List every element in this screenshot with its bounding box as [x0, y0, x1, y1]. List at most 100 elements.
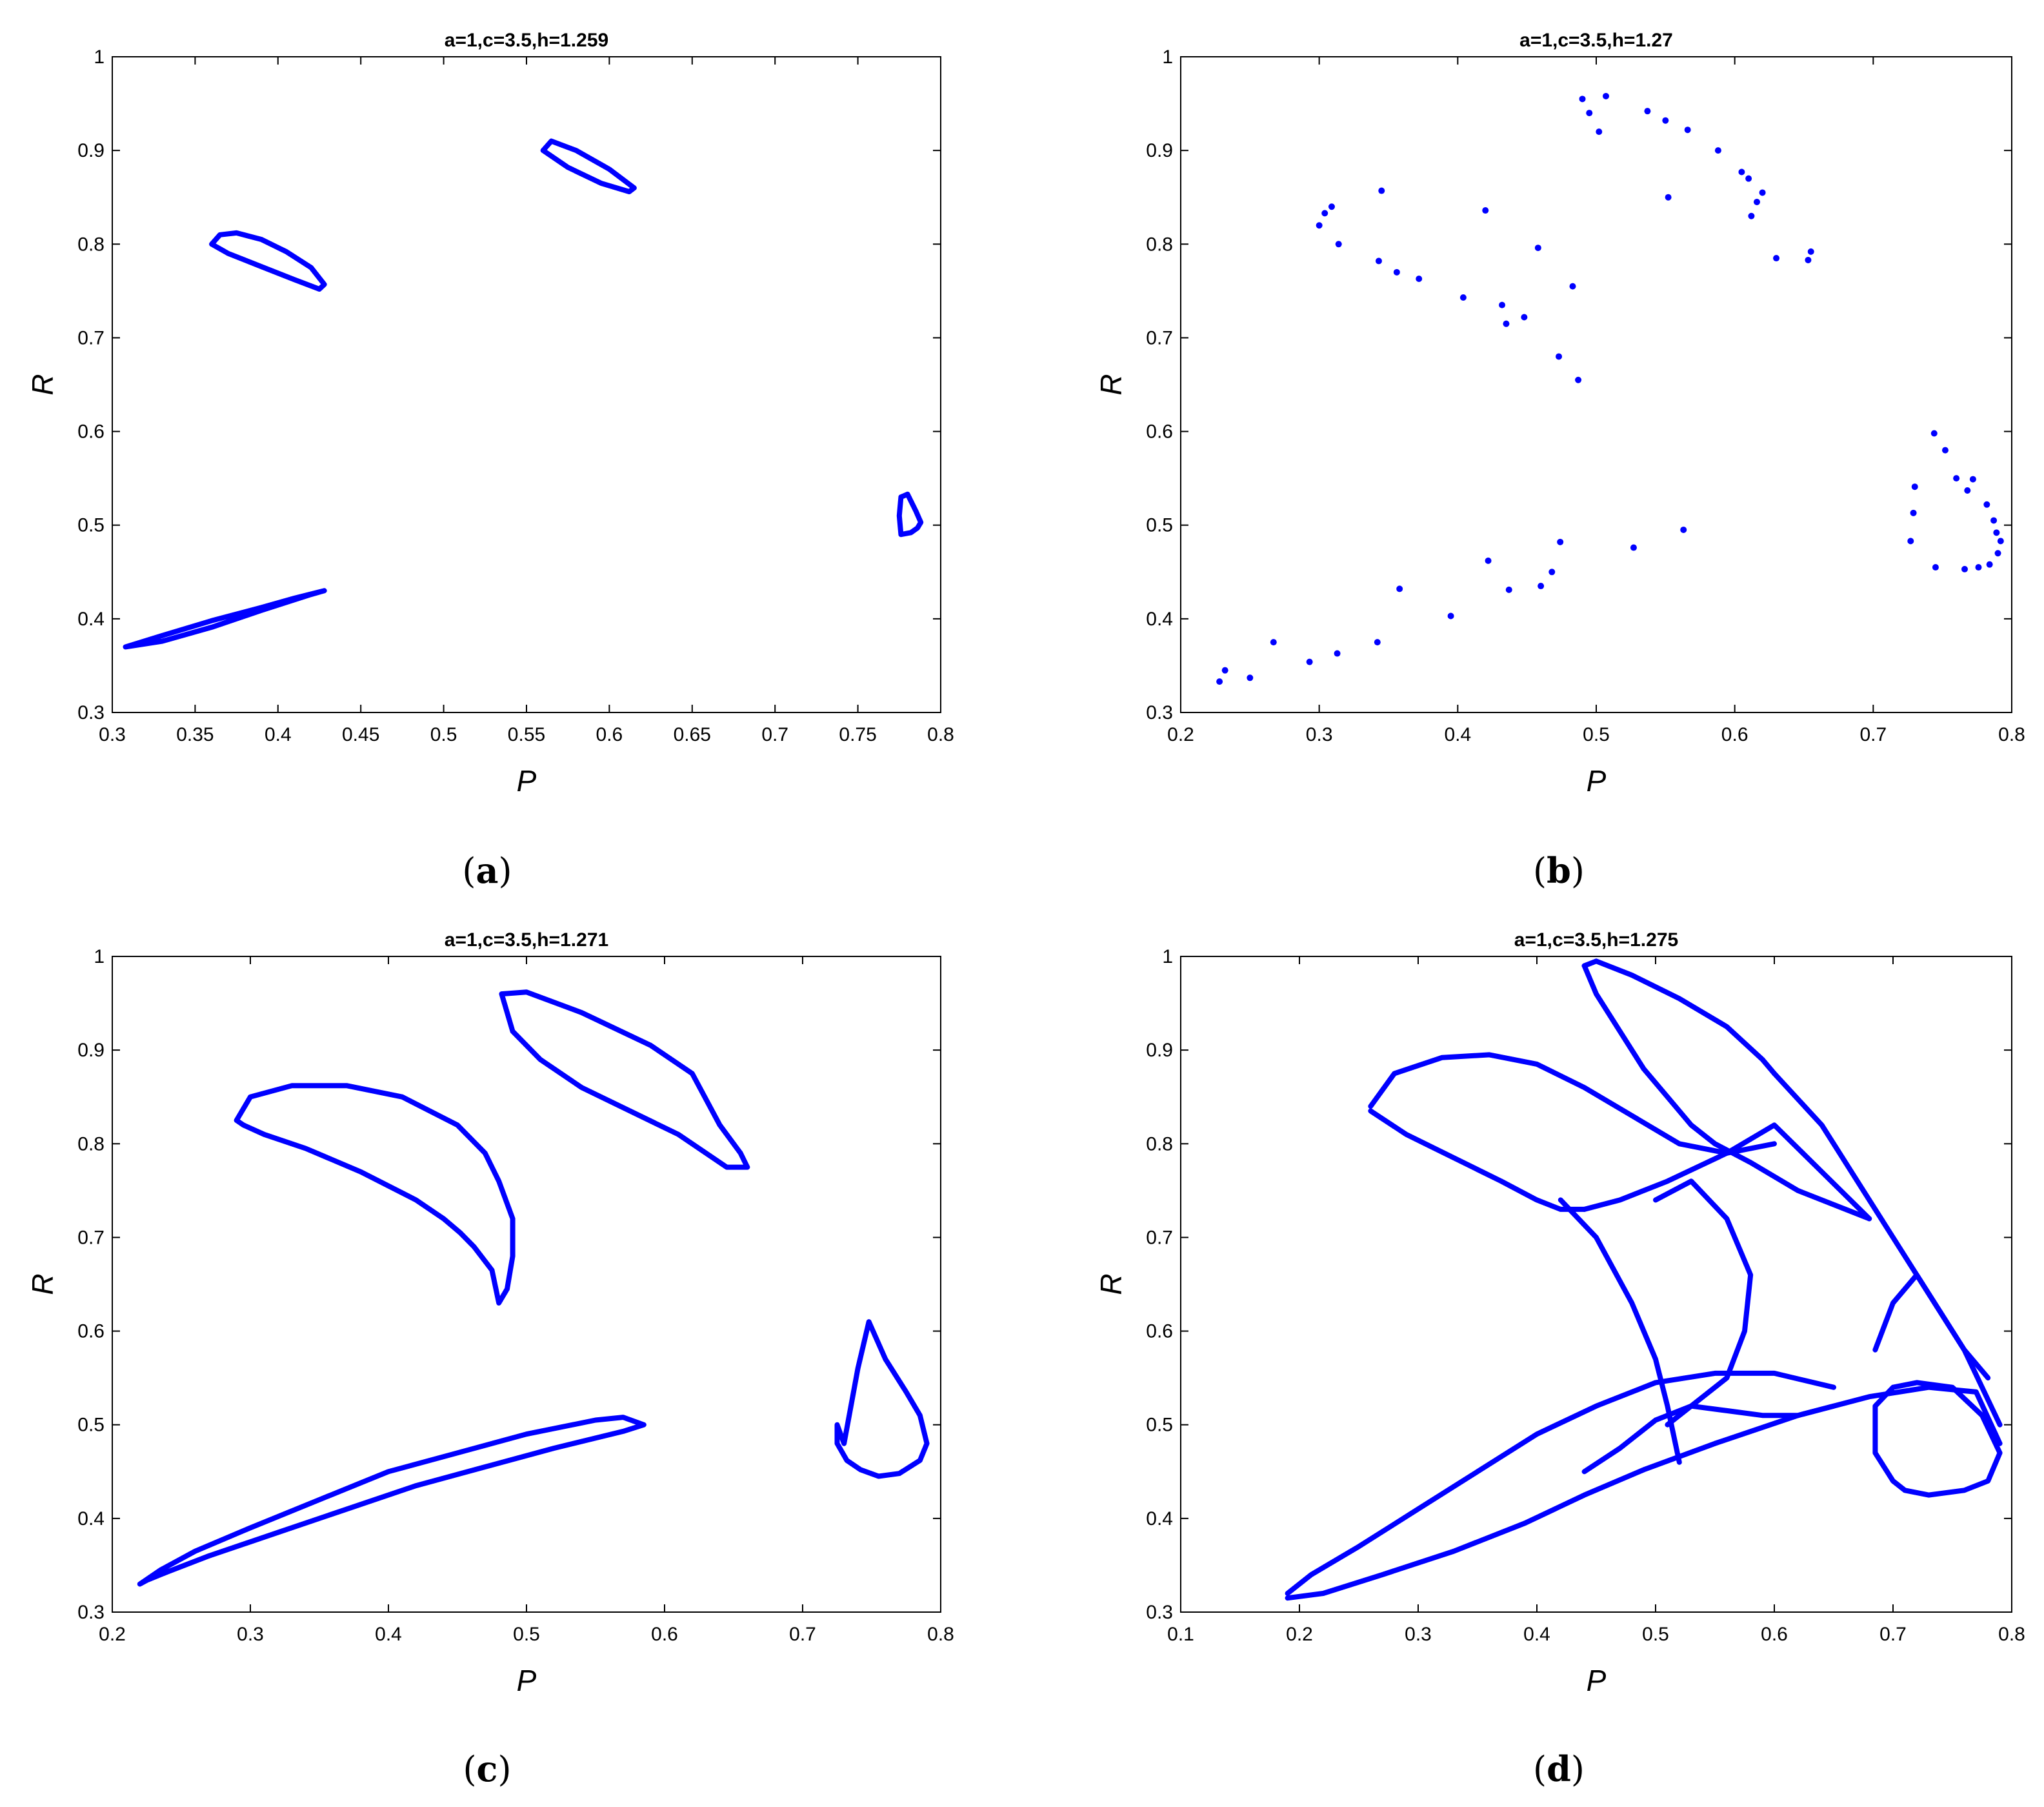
panel-a-title: a=1,c=3.5,h=1.259: [445, 30, 608, 51]
panel-b-data-point: [1321, 210, 1328, 217]
panel-b-data-point: [1538, 583, 1545, 590]
panel-b-data-point: [1773, 255, 1780, 262]
panel-b-data-point: [1328, 203, 1335, 210]
panel-a-orbit-curve-2: [209, 230, 327, 292]
panel-b-data-point: [1221, 667, 1228, 674]
panel-c-x-ticks: 0.2 0.3 0.4 0.5 0.6 0.7 0.8: [99, 956, 954, 1645]
panel-b-x-tick-label: 0.8: [1998, 724, 2025, 745]
panel-b-data-point: [1662, 117, 1669, 124]
panel-d-plot-area: [1180, 956, 2012, 1613]
panel-b-data-point: [1548, 569, 1556, 576]
panel-c-x-tick-label: 0.6: [651, 1624, 678, 1645]
panel-d-orbit-curve-1: [1285, 1384, 2003, 1601]
panel-b-data-point: [1969, 476, 1976, 483]
panel-a-x-tick-label: 0.4: [265, 724, 292, 745]
panel-b-data-point: [1907, 538, 1914, 545]
panel-a-y-tick-label: 0.5: [77, 515, 105, 536]
panel-a-x-tick-label: 0.65: [674, 724, 711, 745]
panel-b-data-point: [1270, 639, 1277, 646]
panel-b-y-tick-label: 0.9: [1146, 140, 1173, 161]
panel-b-data-point: [1714, 147, 1721, 154]
panel-d-orbit-curve-2: [1285, 1370, 1836, 1596]
panel-a-orbit-curve-4: [896, 491, 924, 538]
panel-d-orbit-curve-11: [1872, 1380, 2003, 1498]
panel-a-x-tick-label: 0.7: [761, 724, 788, 745]
panel-a-y-tick-label: 0.3: [77, 702, 105, 723]
panel-b-x-tick-label: 0.5: [1583, 724, 1610, 745]
panel-b-data-point: [1807, 248, 1814, 255]
panel-b: a=1,c=3.5,h=1.27 0.2 0.3 0.4 0.5 0.6 0.7 0.8 0…: [1094, 30, 2025, 891]
panel-b-letter-text: b: [1547, 850, 1571, 891]
panel-b-data-point: [1748, 212, 1755, 219]
panel-b-data-point: [1986, 561, 1993, 568]
panel-c-y-axis-label: R: [26, 1273, 59, 1295]
panel-c-y-tick-label: 0.8: [77, 1133, 105, 1155]
panel-a-orbit-curve-3: [540, 138, 637, 194]
panel-b-data-point: [1306, 658, 1313, 665]
panel-b-y-tick-label: 0.8: [1146, 234, 1173, 255]
panel-b-data-point: [1393, 268, 1400, 276]
panel-c-x-tick-label: 0.8: [927, 1624, 954, 1645]
panel-b-data: [1216, 92, 2004, 685]
panel-b-data-point: [1334, 650, 1341, 657]
panel-b-x-ticks: 0.2 0.3 0.4 0.5 0.6 0.7 0.8: [1167, 57, 2025, 745]
panel-b-data-point: [1680, 526, 1687, 533]
panel-b-data-point: [1482, 207, 1489, 214]
panel-a-y-tick-label: 1: [94, 46, 105, 68]
panel-b-data-point: [1556, 353, 1563, 360]
panel-b-data-point: [1941, 447, 1949, 454]
panel-a-y-ticks: 0.3 0.4 0.5 0.6 0.7 0.8 0.9 1: [77, 46, 941, 723]
panel-c-x-tick-label: 0.3: [237, 1624, 264, 1645]
panel-b-data-point: [1930, 430, 1938, 437]
panel-b-data-point: [1961, 565, 1969, 572]
panel-b-x-axis-label: P: [1587, 764, 1607, 798]
panel-b-data-point: [1586, 110, 1593, 117]
panel-d-letter: (d): [1533, 1748, 1585, 1790]
panel-b-x-tick-label: 0.2: [1167, 724, 1194, 745]
panel-a-y-tick-label: 0.7: [77, 327, 105, 348]
panel-b-data-point: [1521, 314, 1528, 321]
panel-a-letter-text: a: [476, 850, 499, 891]
panel-b-y-tick-label: 0.4: [1146, 609, 1173, 630]
panel-b-y-tick-label: 0.5: [1146, 515, 1173, 536]
panel-c-y-tick-label: 0.3: [77, 1602, 105, 1623]
panel-c-x-tick-label: 0.5: [513, 1624, 540, 1645]
panel-b-data-point: [1378, 187, 1385, 194]
panel-b-data-point: [1630, 544, 1637, 551]
panel-b-data-point: [1534, 245, 1541, 252]
panel-c-y-tick-label: 0.4: [77, 1508, 105, 1529]
panel-b-y-tick-label: 0.3: [1146, 702, 1173, 723]
panel-b-data-point: [1216, 678, 1223, 685]
panel-c-y-tick-label: 0.5: [77, 1415, 105, 1436]
panel-a-x-tick-label: 0.45: [342, 724, 379, 745]
panel-b-data-point: [1745, 175, 1752, 182]
panel-b-x-tick-label: 0.4: [1444, 724, 1471, 745]
panel-b-y-tick-label: 0.6: [1146, 421, 1173, 443]
panel-d-y-tick-label: 0.9: [1146, 1040, 1173, 1061]
panel-c-y-tick-label: 1: [94, 946, 105, 967]
panel-b-data-point: [1983, 501, 1990, 508]
panel-d-letter-text: d: [1547, 1748, 1571, 1790]
panel-a-x-tick-label: 0.35: [176, 724, 214, 745]
panel-c-x-axis-label: P: [517, 1664, 537, 1697]
panel-c: a=1,c=3.5,h=1.271 0.2 0.3 0.4 0.5 0.6 0.7 0.8 …: [26, 929, 954, 1790]
panel-b-data-point: [1503, 320, 1510, 327]
panel-d-orbit-curve-3: [1368, 1052, 1777, 1156]
panel-b-title: a=1,c=3.5,h=1.27: [1519, 30, 1673, 51]
panel-b-y-tick-label: 1: [1162, 46, 1173, 68]
panel-a-orbit-curve-1: [123, 588, 327, 650]
panel-d-y-tick-label: 0.3: [1146, 1602, 1173, 1623]
panel-c-y-ticks: 0.3 0.4 0.5 0.6 0.7 0.8 0.9 1: [77, 946, 941, 1623]
panel-b-data-point: [1759, 189, 1766, 196]
panel-c-title: a=1,c=3.5,h=1.271: [445, 929, 608, 951]
panel-b-data-point: [1932, 564, 1939, 571]
panel-b-y-ticks: 0.3 0.4 0.5 0.6 0.7 0.8 0.9 1: [1146, 46, 2012, 723]
panel-d-y-tick-label: 0.8: [1146, 1133, 1173, 1155]
panel-d-y-tick-label: 0.7: [1146, 1227, 1173, 1248]
panel-b-data-point: [1335, 241, 1342, 248]
panel-b-data-point: [1396, 585, 1403, 592]
panel-d-orbit-curve-6: [1581, 958, 1777, 1076]
panel-a-y-tick-label: 0.8: [77, 234, 105, 255]
panel-b-data-point: [1575, 376, 1582, 383]
